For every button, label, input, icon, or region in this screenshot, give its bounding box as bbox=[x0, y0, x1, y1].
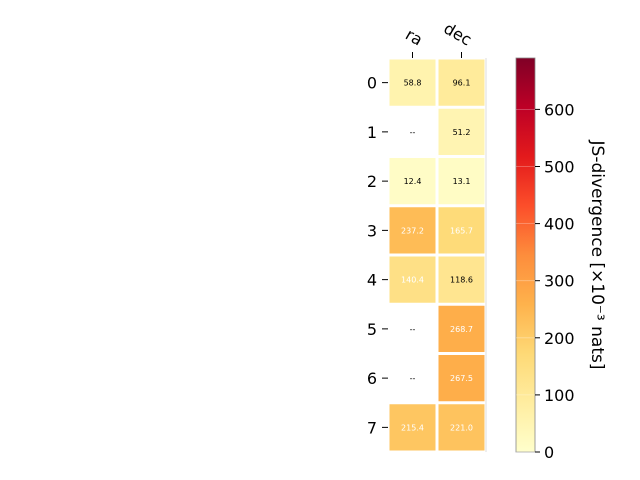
heatmap-cell bbox=[438, 158, 485, 205]
column-labels: ra dec bbox=[402, 19, 475, 58]
row-label-3: 3 bbox=[367, 221, 377, 240]
colorbar-tick-label: 200 bbox=[544, 329, 575, 348]
heatmap-cell bbox=[389, 207, 436, 254]
cell-value-label: 165.7 bbox=[450, 226, 473, 235]
row-label-4: 4 bbox=[367, 271, 377, 290]
colorbar: 0 100 200 300 400 500 600 JS-divergence [×10⁻³… bbox=[515, 57, 607, 462]
cell-value-label: 237.2 bbox=[401, 226, 424, 235]
row-label-0: 0 bbox=[367, 74, 377, 93]
row-label-2: 2 bbox=[367, 172, 377, 191]
row-labels: 0 1 2 3 4 5 6 7 bbox=[367, 74, 388, 437]
cell-value-label: 140.4 bbox=[401, 276, 424, 285]
cell-value-label: 58.8 bbox=[404, 79, 422, 88]
colorbar-ticks: 0 100 200 300 400 500 600 bbox=[516, 100, 575, 462]
colorbar-tick-label: 0 bbox=[544, 443, 554, 462]
colorbar-tick-label: 300 bbox=[544, 272, 575, 291]
cell-value-label: 221.0 bbox=[450, 423, 473, 432]
cell-value-label: 215.4 bbox=[401, 423, 424, 432]
colorbar-tick-label: 600 bbox=[544, 100, 575, 119]
cell-value-label: -- bbox=[410, 374, 416, 383]
heatmap-cell bbox=[438, 108, 485, 155]
heatmap-cell bbox=[438, 404, 485, 451]
cell-value-label: 96.1 bbox=[453, 79, 471, 88]
row-label-7: 7 bbox=[367, 418, 377, 437]
heatmap-cell bbox=[389, 59, 436, 106]
row-label-5: 5 bbox=[367, 320, 377, 339]
cell-value-label: 268.7 bbox=[450, 325, 473, 334]
heatmap-cell bbox=[438, 59, 485, 106]
colorbar-gradient bbox=[515, 57, 536, 453]
cell-value-label: 118.6 bbox=[450, 276, 473, 285]
cell-value-label: -- bbox=[410, 128, 416, 137]
heatmap-cells: 58.8 96.1 -- 51.2 12.4 13.1 237.2 165.7 140.4 118… bbox=[389, 59, 485, 451]
heatmap-cell bbox=[389, 404, 436, 451]
heatmap-cell bbox=[438, 256, 485, 303]
heatmap-cell bbox=[389, 158, 436, 205]
colorbar-label: JS-divergence [×10⁻³ nats] bbox=[587, 140, 607, 370]
cell-value-label: 13.1 bbox=[453, 177, 471, 186]
col-label-dec: dec bbox=[441, 19, 475, 50]
row-label-6: 6 bbox=[367, 369, 377, 388]
heatmap-cell bbox=[438, 355, 485, 402]
heatmap-cell bbox=[438, 207, 485, 254]
heatmap-cell bbox=[438, 305, 485, 352]
colorbar-tick-label: 400 bbox=[544, 215, 575, 234]
heatmap-cell bbox=[389, 256, 436, 303]
cell-value-label: 267.5 bbox=[450, 374, 473, 383]
colorbar-tick-label: 100 bbox=[544, 386, 575, 405]
colorbar-tick-label: 500 bbox=[544, 157, 575, 176]
cell-value-label: 51.2 bbox=[453, 128, 471, 137]
cell-value-label: -- bbox=[410, 325, 416, 334]
row-label-1: 1 bbox=[367, 123, 377, 142]
cell-value-label: 12.4 bbox=[404, 177, 422, 186]
col-label-ra: ra bbox=[402, 25, 426, 50]
